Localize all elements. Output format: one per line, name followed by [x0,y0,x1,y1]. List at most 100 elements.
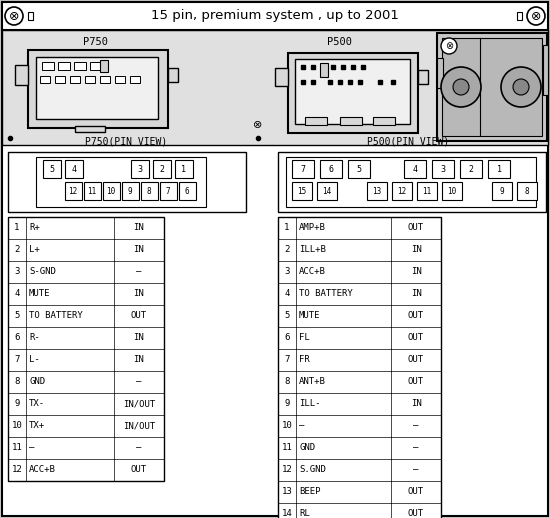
Text: 6: 6 [185,186,189,195]
Bar [175,160,193,178]
Text: 3: 3 [441,165,446,174]
Text: 2: 2 [160,165,164,174]
Bar [292,182,312,200]
Bar [417,182,437,200]
Text: FR: FR [299,355,310,365]
Bar [460,160,482,178]
Bar [100,60,108,72]
Text: ⊗: ⊗ [531,9,541,22]
Text: GND: GND [299,443,315,453]
Text: 13: 13 [372,186,382,195]
Text: ILL+B: ILL+B [299,246,326,254]
Bar [275,68,288,86]
Bar [43,160,61,178]
Text: 2: 2 [469,165,474,174]
Bar [340,117,362,125]
Text: MUTE: MUTE [29,290,51,298]
Bar [278,217,441,518]
Bar [432,160,454,178]
Text: OUT: OUT [408,355,424,365]
Bar [103,182,120,200]
Bar [488,160,510,178]
Text: IN/OUT: IN/OUT [123,422,155,430]
Text: P500(PIN VIEW): P500(PIN VIEW) [367,137,449,147]
Text: ⊗: ⊗ [445,41,453,51]
Bar [278,152,546,212]
Text: IN: IN [134,223,144,233]
Bar [74,62,86,70]
Text: 11: 11 [12,443,23,453]
Text: 3: 3 [138,165,142,174]
Bar [100,76,110,83]
Bar [2,30,548,145]
Text: ILL-: ILL- [299,399,321,409]
Text: OUT: OUT [408,311,424,321]
Text: 11: 11 [87,186,97,195]
Text: P750(PIN VIEW): P750(PIN VIEW) [85,137,167,147]
Text: 12: 12 [397,186,406,195]
Bar [543,45,548,95]
Text: P500: P500 [327,37,353,47]
Bar [317,182,337,200]
Text: IN/OUT: IN/OUT [123,399,155,409]
Text: 2: 2 [14,246,20,254]
Text: 5: 5 [50,165,54,174]
Text: 10: 10 [12,422,23,430]
Text: AMP+B: AMP+B [299,223,326,233]
Text: IN: IN [411,290,421,298]
Text: IN: IN [411,399,421,409]
Bar [373,117,395,125]
Bar [442,38,542,136]
Bar [28,50,168,128]
Text: —: — [413,443,419,453]
Text: 13: 13 [282,487,293,496]
Text: IN: IN [134,246,144,254]
Text: 5: 5 [284,311,290,321]
Text: OUT: OUT [408,510,424,518]
Bar [58,62,70,70]
Bar [437,58,443,88]
Text: 9: 9 [500,186,504,195]
Bar [115,76,125,83]
Text: 6: 6 [284,334,290,342]
Bar [122,182,139,200]
Text: L+: L+ [29,246,40,254]
Bar [348,160,370,178]
Bar [36,57,158,119]
Text: S.GND: S.GND [299,466,326,474]
Bar [130,76,140,83]
Text: TO BATTERY: TO BATTERY [29,311,82,321]
Text: 5: 5 [356,165,361,174]
Text: 6: 6 [14,334,20,342]
Bar [15,65,28,85]
Text: 7: 7 [166,186,170,195]
Text: —: — [136,267,142,277]
Bar [418,70,428,84]
Text: —: — [299,422,304,430]
Bar [131,160,149,178]
Text: 10: 10 [106,186,116,195]
Bar [320,160,342,178]
Bar [320,63,328,77]
Text: —: — [136,443,142,453]
Text: ⊗: ⊗ [254,120,263,130]
Bar [8,152,246,212]
Text: 14: 14 [282,510,293,518]
Circle shape [5,7,23,25]
Text: 9: 9 [14,399,20,409]
Bar [153,160,171,178]
Text: IN: IN [134,290,144,298]
Bar [442,182,462,200]
Bar [90,62,102,70]
Text: OUT: OUT [131,466,147,474]
Text: 3: 3 [14,267,20,277]
Text: TX-: TX- [29,399,45,409]
Text: 12: 12 [282,466,293,474]
Bar [8,217,164,481]
Text: 9: 9 [128,186,133,195]
Text: 1: 1 [14,223,20,233]
Text: 12: 12 [68,186,78,195]
Text: 7: 7 [284,355,290,365]
Text: OUT: OUT [131,311,147,321]
Bar [55,76,65,83]
